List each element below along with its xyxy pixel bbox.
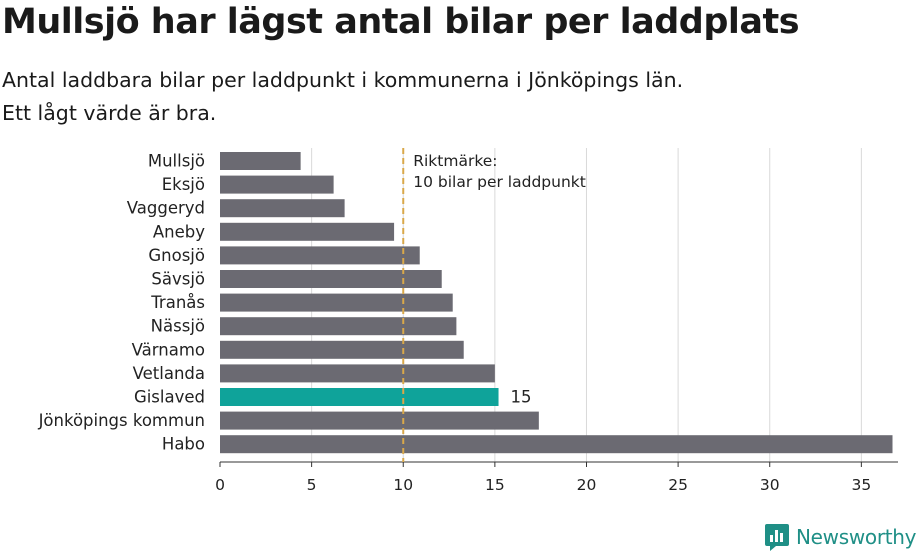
bar: [220, 435, 893, 454]
x-tick-label: 0: [215, 476, 225, 494]
bar: [220, 270, 442, 288]
subtitle-line-2: Ett lågt värde är bra.: [2, 101, 217, 125]
category-label: Habo: [162, 435, 205, 454]
category-label: Sävsjö: [151, 270, 205, 289]
category-label: Jönköpings kommun: [38, 411, 205, 430]
category-label: Vaggeryd: [127, 199, 205, 218]
bar: [220, 317, 457, 336]
bar: [220, 152, 301, 170]
x-tick-label: 30: [760, 476, 780, 494]
subtitle: Antal laddbara bilar per laddpunkt i kom…: [2, 64, 902, 130]
newsworthy-logo-icon: [765, 524, 789, 551]
subtitle-line-1: Antal laddbara bilar per laddpunkt i kom…: [2, 68, 684, 92]
bar: [220, 222, 395, 241]
reference-label-line-2: 10 bilar per laddpunkt: [413, 173, 586, 191]
reference-label-line-1: Riktmärke:: [413, 152, 497, 170]
category-label: Eksjö: [162, 175, 205, 194]
x-tick-label: 10: [393, 476, 413, 494]
page-title: Mullsjö har lägst antal bilar per laddpl…: [2, 2, 800, 42]
bar: [220, 199, 345, 218]
bar: [220, 411, 539, 430]
category-label: Gislaved: [134, 388, 205, 407]
bar: [220, 340, 464, 359]
category-label: Mullsjö: [148, 152, 205, 171]
bar: [220, 388, 499, 406]
bar: [220, 246, 420, 265]
bar: [220, 293, 453, 312]
newsworthy-logo: Newsworthy: [764, 521, 917, 553]
x-tick-label: 35: [851, 476, 871, 494]
x-tick-label: 15: [485, 476, 505, 494]
brand-name: Newsworthy: [796, 525, 917, 549]
category-label: Värnamo: [132, 340, 205, 359]
category-label: Nässjö: [151, 317, 205, 336]
category-label: Gnosjö: [148, 246, 205, 265]
category-label: Tranås: [150, 293, 205, 312]
x-tick-label: 25: [668, 476, 688, 494]
data-label: 15: [511, 388, 532, 407]
x-tick-label: 20: [577, 476, 597, 494]
x-tick-label: 5: [307, 476, 317, 494]
bar: [220, 175, 334, 194]
category-label: Aneby: [153, 222, 205, 241]
bar: [220, 364, 495, 383]
category-label: Vetlanda: [133, 364, 205, 383]
